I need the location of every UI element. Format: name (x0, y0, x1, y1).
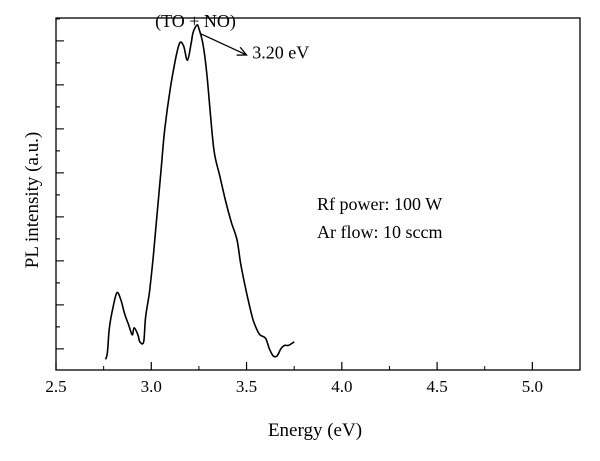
x-tick-label: 5.0 (522, 377, 543, 396)
annotation-arrow-line (200, 33, 247, 56)
pl-spectrum-line (104, 24, 295, 360)
y-axis-label: PL intensity (a.u.) (22, 132, 43, 269)
annotation-arrow-head (236, 46, 248, 56)
x-axis-label: Energy (eV) (268, 420, 362, 441)
x-tick-label: 3.5 (236, 377, 257, 396)
x-tick-label: 4.0 (331, 377, 352, 396)
ticks: 2.5 3.0 3.5 4.0 4.5 5.0 (45, 18, 543, 396)
annotation-2: Rf power: 100 W (317, 194, 442, 214)
plot-frame (55, 17, 581, 371)
axes (55, 17, 581, 371)
series-layer (104, 24, 295, 360)
annotation-1: 3.20 eV (252, 42, 309, 62)
annotation-0: (TO + NO) (155, 11, 236, 32)
annotation-3: Ar flow: 10 sccm (317, 222, 442, 242)
x-tick-label: 2.5 (45, 377, 66, 396)
x-tick-label: 4.5 (426, 377, 447, 396)
text-layer: Energy (eV) PL intensity (a.u.) (TO + NO… (22, 11, 443, 441)
x-tick-label: 3.0 (141, 377, 162, 396)
